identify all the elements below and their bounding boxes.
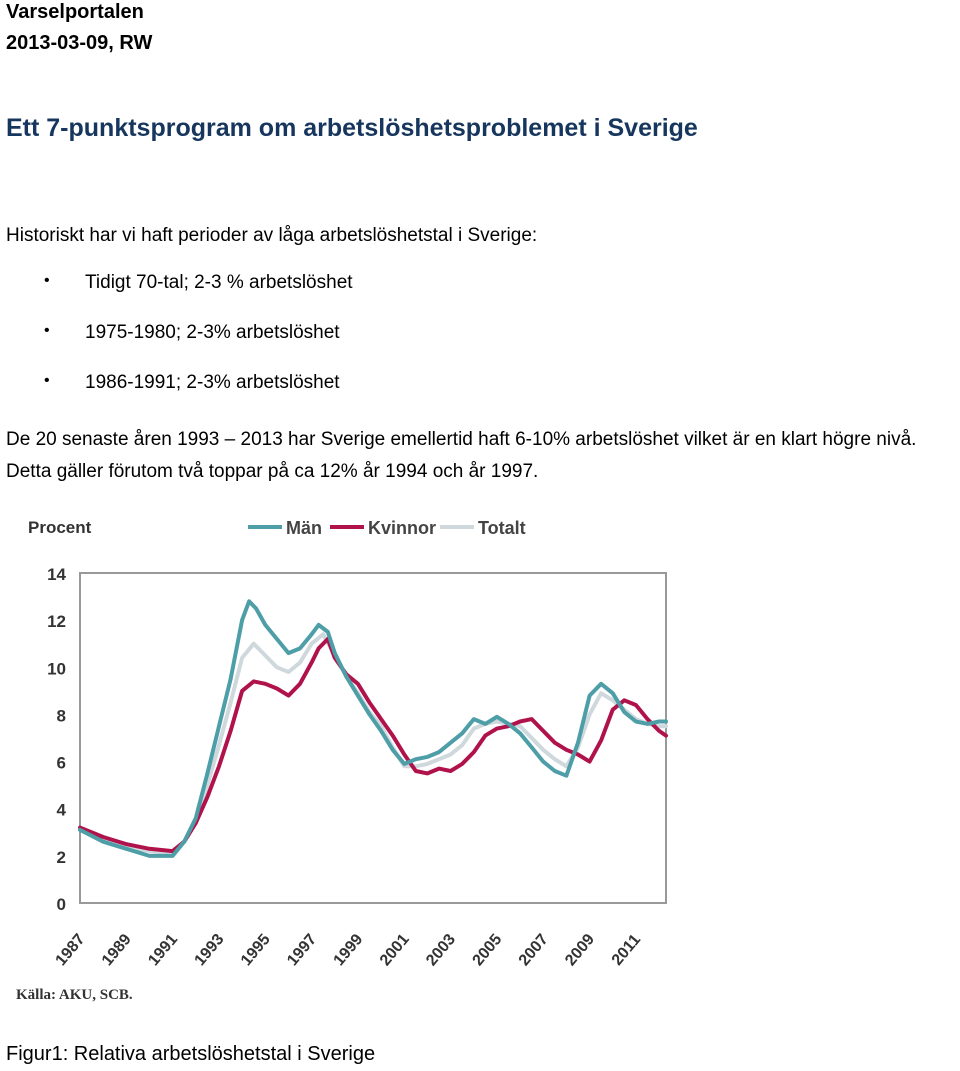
x-tick-label: 1987 — [53, 931, 89, 969]
unemployment-chart: Procent Män Kvinnor Totalt 0 2 4 6 8 10 12 14 198… — [16, 518, 668, 1003]
bullet-text: 1986-1991; 2-3% arbetslöshet — [85, 372, 340, 393]
x-tick-label: 1997 — [284, 931, 320, 969]
x-tick-label: 2003 — [423, 931, 459, 969]
y-tick-label: 14 — [47, 565, 66, 584]
y-tick-label: 8 — [57, 706, 66, 725]
y-tick-label: 6 — [57, 754, 66, 773]
x-tick-label: 2001 — [377, 931, 413, 969]
series-lines — [78, 599, 668, 858]
x-tick-label: 1993 — [192, 931, 228, 969]
x-tick-label: 2005 — [470, 931, 506, 969]
y-tick-label: 0 — [57, 895, 66, 914]
figure-caption: Figur1: Relativa arbetslöshetstal i Sver… — [6, 1043, 376, 1065]
x-tick-label: 2011 — [609, 931, 644, 969]
header-date-author: 2013-03-09, RW — [6, 32, 153, 54]
document-title: Ett 7-punktsprogram om arbetslöshetsprob… — [6, 114, 698, 142]
bullet-icon: • — [44, 322, 50, 339]
body-paragraph: De 20 senaste åren 1993 – 2013 har Sveri… — [6, 429, 917, 482]
series-line-0 — [78, 599, 668, 858]
y-axis-label: Procent — [28, 518, 92, 537]
y-tick-label: 2 — [57, 848, 66, 867]
chart-source: Källa: AKU, SCB. — [16, 987, 133, 1003]
bullet-icon: • — [44, 372, 50, 389]
x-tick-label: 1995 — [238, 931, 274, 969]
series-line-1 — [78, 637, 668, 854]
x-tick-label: 1991 — [145, 931, 181, 969]
bullet-text: 1975-1980; 2-3% arbetslöshet — [85, 322, 340, 343]
legend-label: Totalt — [478, 518, 526, 538]
y-axis-ticks: 0 2 4 6 8 10 12 14 — [47, 565, 66, 914]
y-tick-label: 4 — [57, 801, 67, 820]
header-portal-name: Varselportalen — [6, 1, 144, 23]
x-tick-label: 2007 — [516, 931, 552, 969]
y-tick-label: 10 — [47, 659, 66, 678]
legend-label: Kvinnor — [368, 518, 436, 538]
legend-label: Män — [286, 518, 322, 538]
x-tick-label: 1999 — [331, 931, 367, 969]
bullet-icon: • — [44, 272, 50, 289]
x-tick-label: 2009 — [562, 931, 598, 969]
chart-legend: Män Kvinnor Totalt — [248, 518, 526, 538]
intro-text: Historiskt har vi haft perioder av låga … — [6, 225, 538, 246]
x-tick-label: 1989 — [99, 931, 135, 969]
x-axis-ticks: 1987 1989 1991 1993 1995 1997 1999 2001 2003 2005… — [53, 931, 645, 969]
y-tick-label: 12 — [47, 612, 66, 631]
bullet-text: Tidigt 70-tal; 2-3 % arbetslöshet — [85, 272, 353, 293]
